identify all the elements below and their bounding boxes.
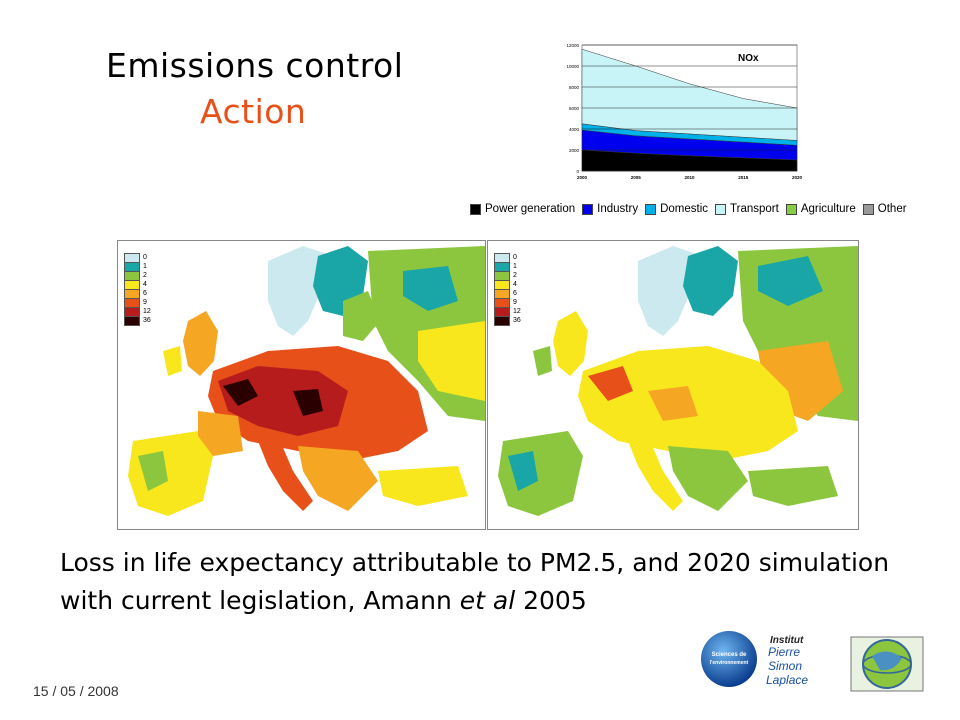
map-legend-label: 12 <box>513 308 521 315</box>
ipsl-logo: Institut Pierre Simon Laplace <box>766 635 808 687</box>
legend-item-domestic: Domestic <box>645 203 708 215</box>
y-tick-label: 2000 <box>569 148 580 153</box>
svg-text:l'environnement: l'environnement <box>710 660 749 666</box>
svg-text:Laplace: Laplace <box>766 673 808 687</box>
svg-text:Institut: Institut <box>770 635 804 646</box>
map-legend-current: 0 1 2 4 6 9 12 36 <box>124 252 164 326</box>
x-tick-label: 2005 <box>631 175 642 180</box>
map-legend-label: 0 <box>513 254 517 261</box>
map-legend-swatch <box>494 315 510 326</box>
legend-swatch <box>715 203 727 215</box>
map-legend-label: 12 <box>143 308 151 315</box>
map-legend-row: 36 <box>494 315 534 326</box>
map-legend-label: 6 <box>143 290 147 297</box>
map-legend-label: 36 <box>513 317 521 324</box>
y-tick-label: 8000 <box>569 85 580 90</box>
caption-text: Loss in life expectancy attributable to … <box>60 548 890 615</box>
legend-item-other: Other <box>862 203 907 215</box>
lsce-logo <box>850 636 924 692</box>
map-legend-label: 4 <box>513 281 517 288</box>
legend-swatch <box>785 203 797 215</box>
legend-item-agriculture: Agriculture <box>785 203 856 215</box>
map-legend-label: 0 <box>143 254 147 261</box>
map-legend-label: 9 <box>143 299 147 306</box>
y-tick-label: 0 <box>576 169 579 174</box>
map-legend-label: 2 <box>143 272 147 279</box>
svg-text:Pierre: Pierre <box>768 645 800 659</box>
legend-swatch <box>582 203 594 215</box>
legend-label: Domestic <box>660 203 709 215</box>
legend-item-power-generation: Power generation <box>470 203 575 215</box>
map-legend-swatch <box>124 315 140 326</box>
map-legend-label: 1 <box>143 263 147 270</box>
area-transport <box>581 48 798 141</box>
legend-swatch <box>470 203 481 215</box>
legend-item-industry: Industry <box>582 203 638 215</box>
x-tick-label: 2020 <box>792 175 803 180</box>
map-legend-label: 1 <box>513 263 517 270</box>
map-legend-row: 36 <box>124 315 164 326</box>
caption-year: 2005 <box>515 586 587 615</box>
y-tick-label: 6000 <box>569 106 580 111</box>
y-tick-label: 12000 <box>566 43 579 48</box>
caption-italic: et al <box>459 586 516 615</box>
y-tick-label: 4000 <box>569 127 580 132</box>
legend-label: Industry <box>597 203 639 215</box>
map-legend-label: 36 <box>143 317 151 324</box>
x-tick-label: 2010 <box>684 175 695 180</box>
slide-date: 15 / 05 / 2008 <box>33 683 119 699</box>
sciences-environnement-logo: Sciences de l'environnement <box>701 631 757 687</box>
slide-subtitle: Action <box>200 92 307 131</box>
chart-legend: Power generation Industry Domestic Transpor… <box>470 203 930 223</box>
europe-map-2020 <box>488 241 858 529</box>
x-tick-label: 2000 <box>577 175 588 180</box>
legend-item-transport: Transport <box>715 203 779 215</box>
slide-title: Emissions control <box>106 46 404 85</box>
legend-swatch <box>645 203 657 215</box>
svg-text:Sciences de: Sciences de <box>712 652 747 658</box>
y-tick-label: 10000 <box>566 64 579 69</box>
legend-swatch <box>862 203 874 215</box>
map-legend-2020: 0 1 2 4 6 9 12 36 <box>494 252 534 326</box>
slide-caption: Loss in life expectancy attributable to … <box>60 544 900 620</box>
legend-label: Transport <box>730 203 779 215</box>
map-pm25-current: 0 1 2 4 6 9 12 36 <box>117 240 486 530</box>
x-tick-label: 2015 <box>738 175 749 180</box>
map-legend-label: 6 <box>513 290 517 297</box>
legend-label: Other <box>877 203 907 215</box>
map-pm25-2020: 0 1 2 4 6 9 12 36 <box>487 240 859 530</box>
svg-text:Simon: Simon <box>768 659 802 673</box>
map-legend-label: 2 <box>513 272 517 279</box>
europe-map-current <box>118 241 485 529</box>
map-legend-label: 9 <box>513 299 517 306</box>
legend-label: Power generation <box>485 203 576 215</box>
map-legend-label: 4 <box>143 281 147 288</box>
chart-title: NOx <box>738 53 759 64</box>
legend-label: Agriculture <box>800 203 856 215</box>
